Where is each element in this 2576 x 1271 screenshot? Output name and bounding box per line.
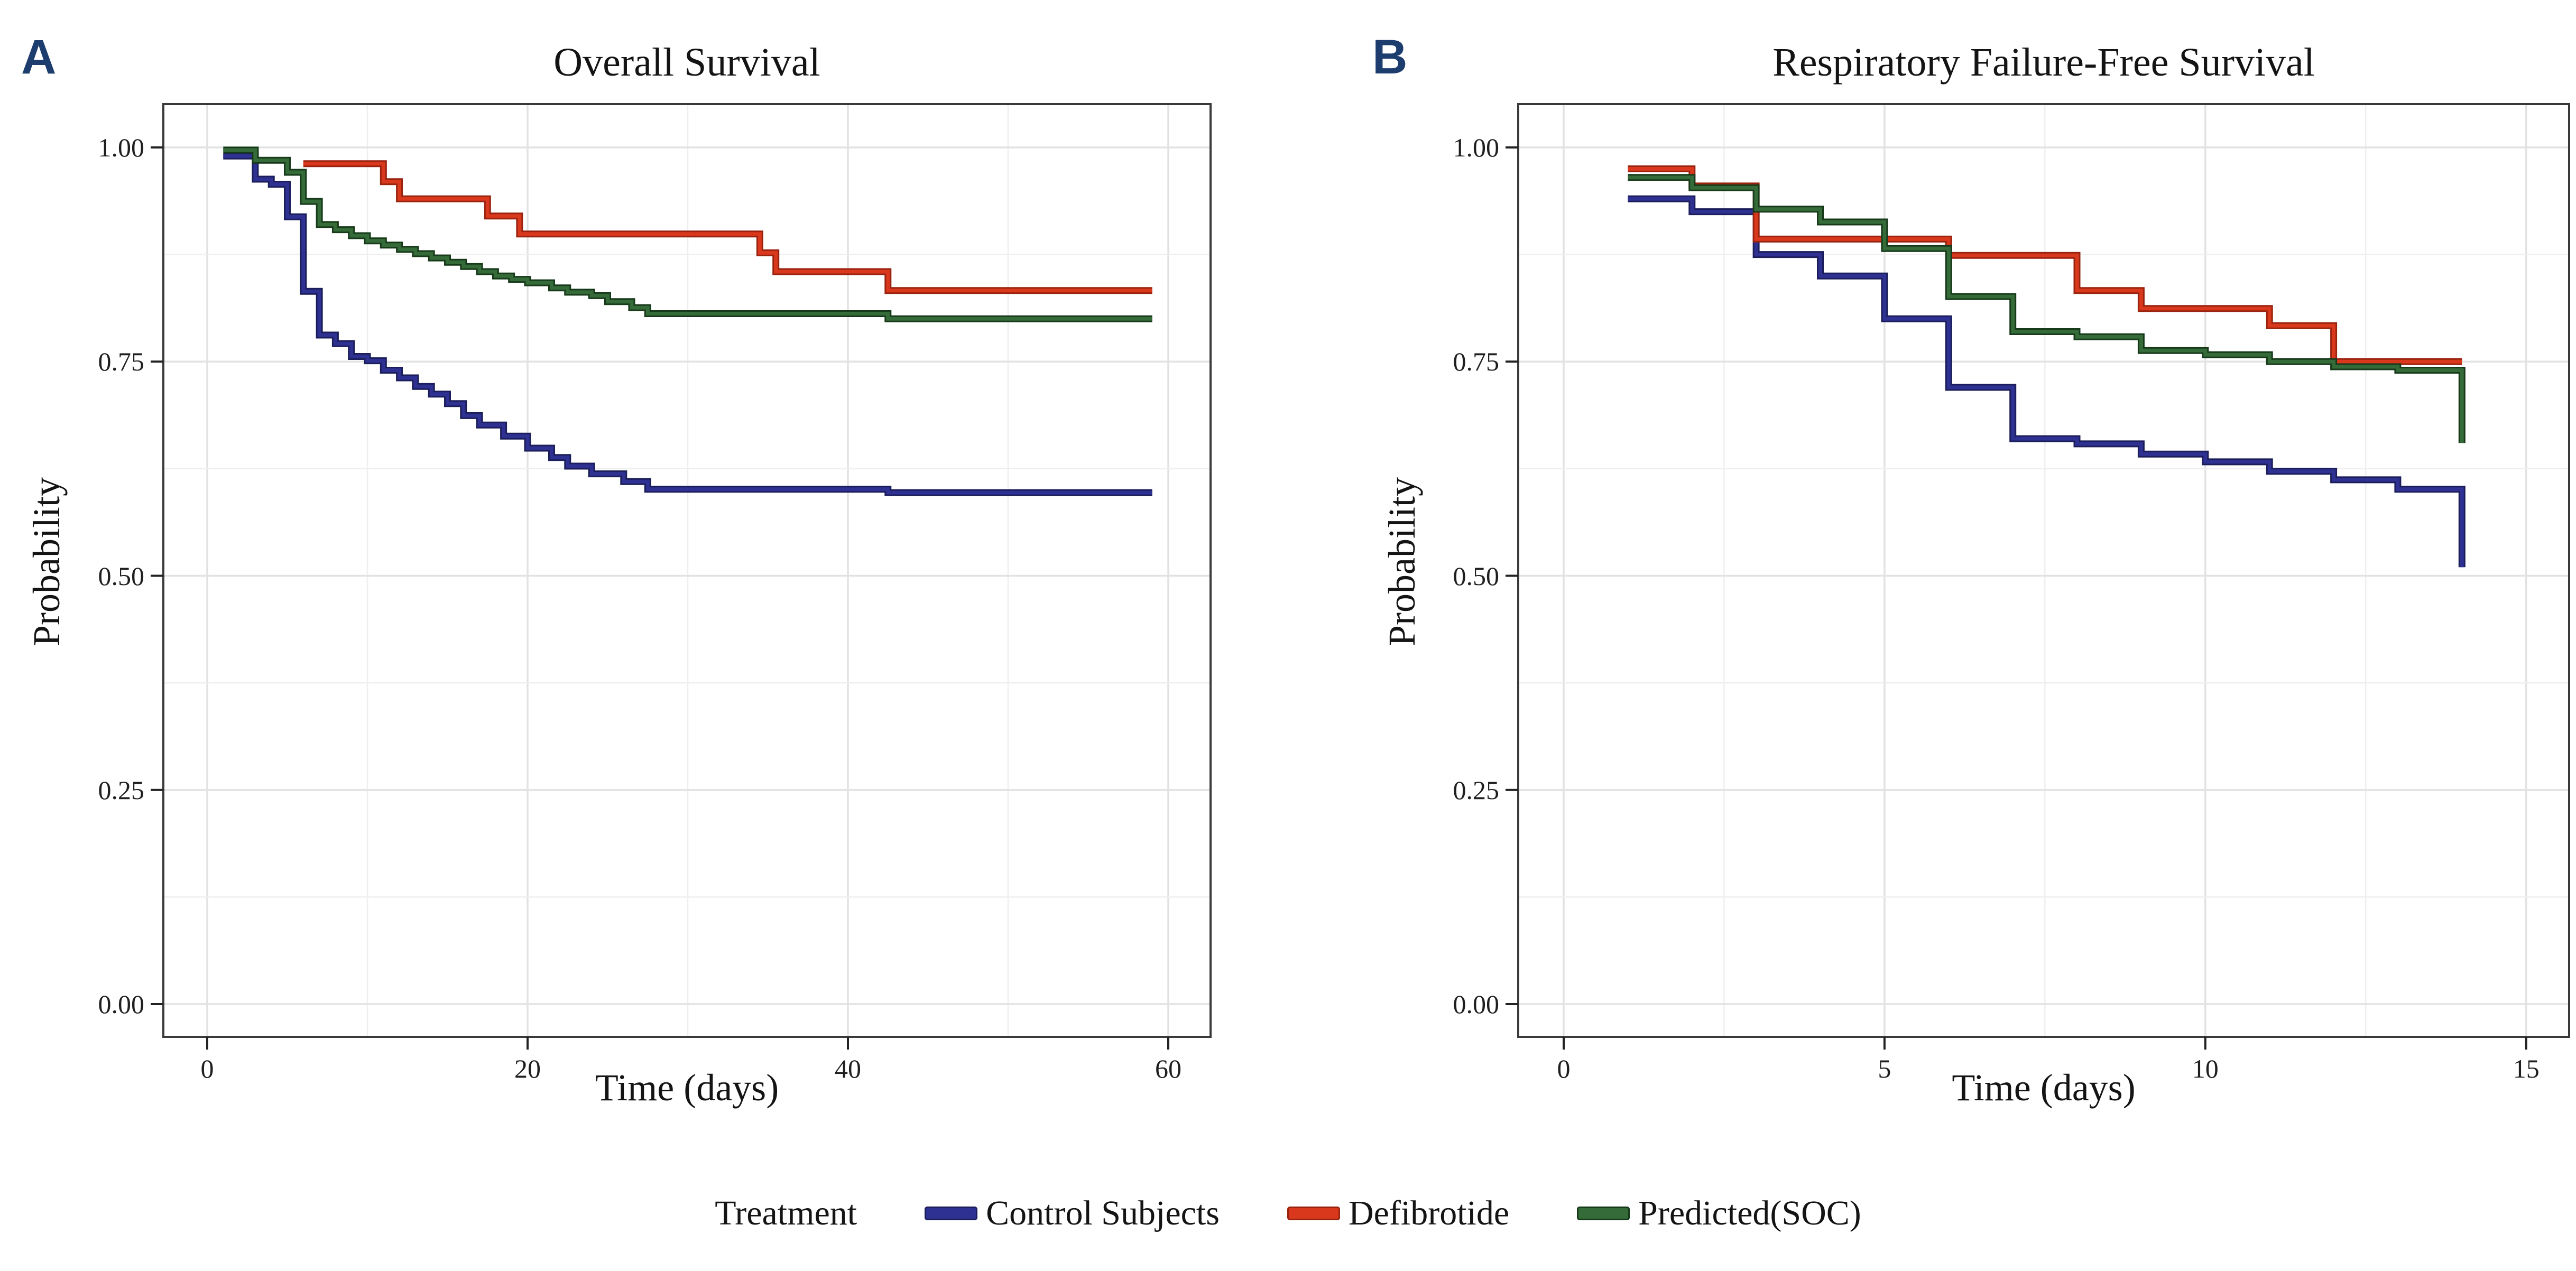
y-tick-label: 1.00 [98, 133, 145, 162]
panel-b-title: Respiratory Failure-Free Survival [1772, 40, 2315, 85]
series-defibrotide-path [303, 162, 1152, 293]
legend-item-label: Control Subjects [986, 1194, 1220, 1232]
legend-item-label: Predicted(SOC) [1638, 1194, 1861, 1232]
panel-a-title: Overall Survival [553, 40, 820, 85]
x-tick-label: 0 [200, 1054, 214, 1083]
y-tick-label: 0.50 [1453, 561, 1500, 591]
legend-item-predicted-soc: Predicted(SOC) [1577, 1193, 1861, 1233]
panel-b-plot [1506, 103, 2570, 1050]
panel-a-plot [151, 103, 1212, 1050]
x-tick-label: 40 [835, 1054, 861, 1083]
series-control-subjects-path [1628, 197, 2464, 568]
panel-b-letter: B [1372, 30, 1408, 84]
x-tick-label: 20 [514, 1054, 541, 1083]
defibrotide-swatch-icon [1287, 1207, 1340, 1220]
x-tick-label: 5 [1878, 1054, 1891, 1083]
panel-a-letter: A [21, 30, 57, 84]
legend-item-defibrotide: Defibrotide [1287, 1193, 1509, 1233]
control-subjects-swatch-icon [925, 1207, 978, 1220]
y-tick-label: 0.50 [98, 561, 145, 591]
series-control-subjects-path [223, 154, 1152, 495]
panel-a-x-axis-label: Time (days) [595, 1066, 779, 1109]
legend-item-control-subjects: Control Subjects [925, 1193, 1220, 1233]
series-predicted-soc-path [1628, 175, 2464, 443]
legend-title: Treatment [715, 1194, 857, 1232]
x-tick-label: 0 [1557, 1054, 1571, 1083]
y-tick-label: 0.25 [1453, 775, 1500, 805]
y-tick-label: 0.25 [98, 775, 145, 805]
series-predicted-soc-path [223, 148, 1152, 321]
y-tick-label: 0.75 [98, 347, 145, 377]
y-tick-label: 0.00 [1453, 989, 1500, 1019]
x-tick-label: 60 [1155, 1054, 1181, 1083]
legend-item-label: Defibrotide [1348, 1194, 1510, 1232]
y-tick-label: 0.00 [98, 989, 145, 1019]
predicted-soc-swatch-icon [1577, 1207, 1630, 1220]
panel-b-x-axis-label: Time (days) [1952, 1066, 2136, 1109]
y-tick-label: 0.75 [1453, 347, 1500, 377]
plot-border [1517, 103, 2570, 1038]
y-tick-label: 1.00 [1453, 133, 1500, 162]
x-tick-label: 15 [2513, 1054, 2540, 1083]
x-tick-label: 10 [2192, 1054, 2219, 1083]
legend: Treatment Control Subjects Defibrotide P… [0, 1193, 2576, 1233]
plot-border [162, 103, 1212, 1038]
